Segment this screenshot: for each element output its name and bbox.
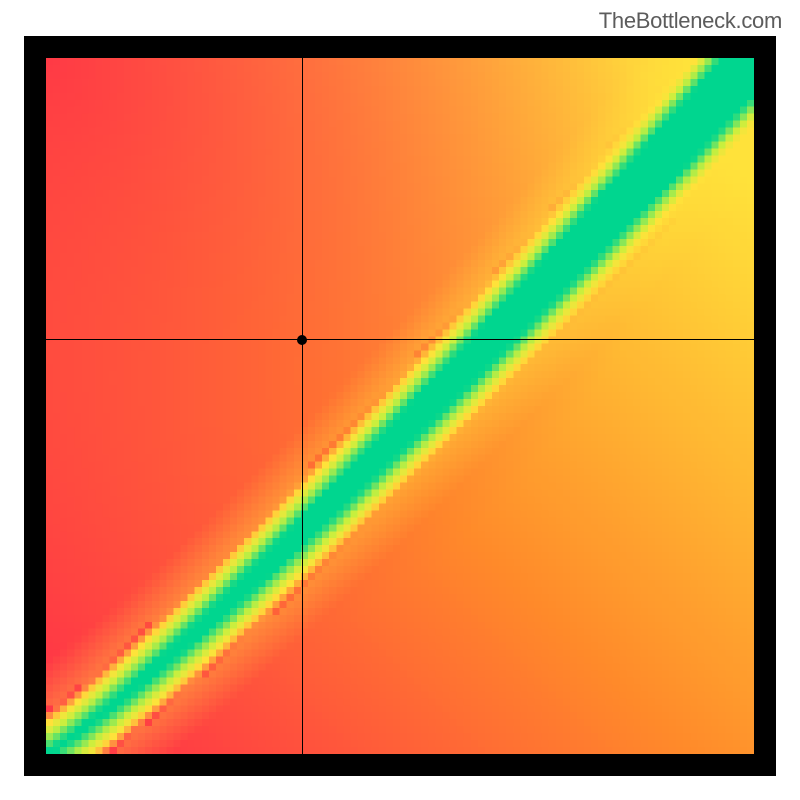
plot-area [46,58,754,754]
crosshair-vertical [302,58,303,754]
crosshair-horizontal [46,339,754,340]
heatmap-canvas [46,58,754,754]
watermark-text: TheBottleneck.com [599,8,782,34]
plot-frame [24,36,776,776]
crosshair-marker [297,335,307,345]
chart-container: TheBottleneck.com [0,0,800,800]
